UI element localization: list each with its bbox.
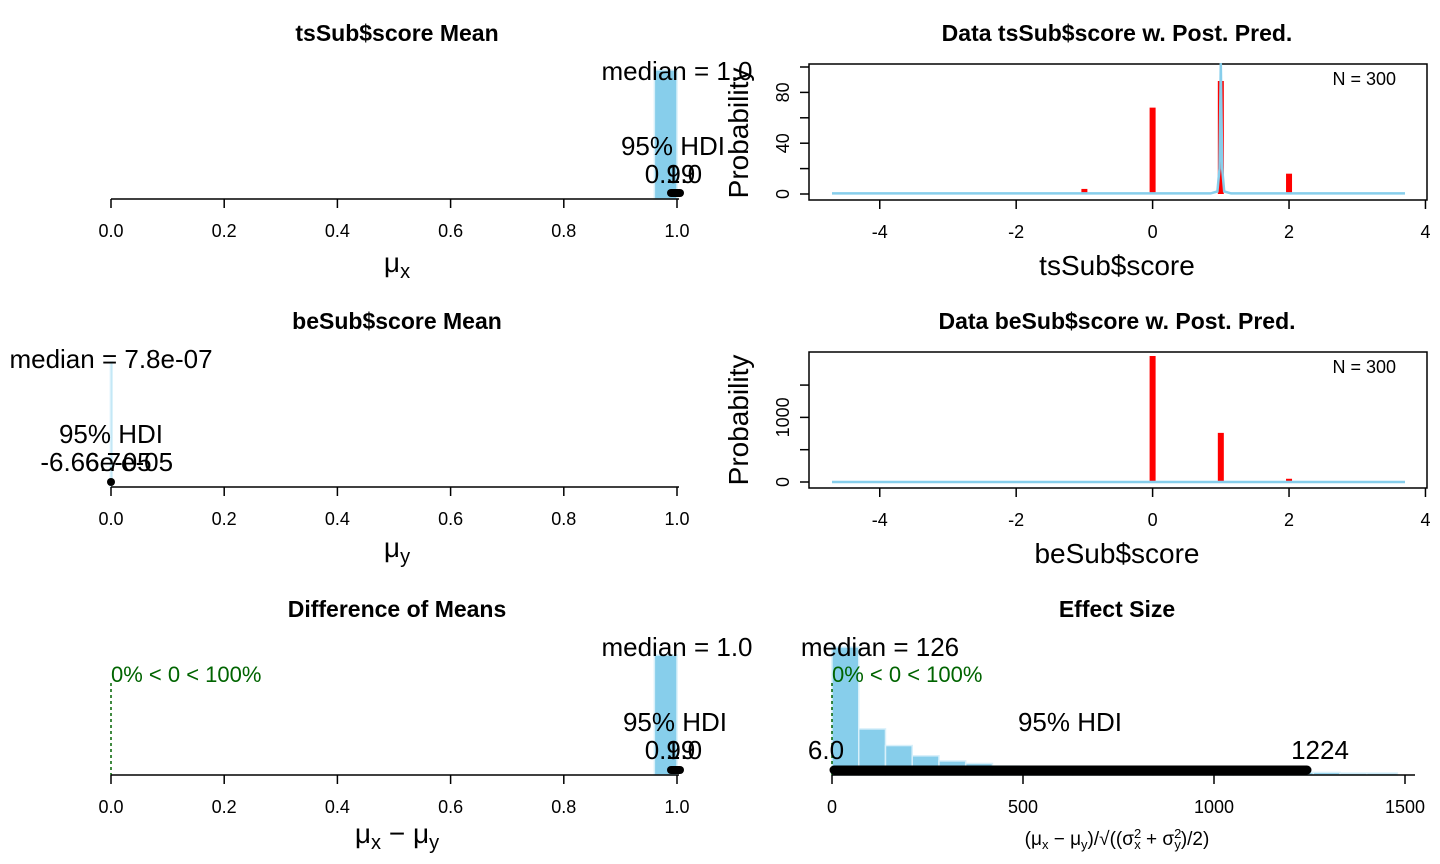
x-tick-label: 0.0 <box>98 797 123 817</box>
hdi-label: 95% HDI <box>59 419 163 449</box>
comparison-label: 0% < 0 < 100% <box>832 662 982 687</box>
x-ticks: 0.0 0.2 0.4 0.6 0.8 1.0 <box>98 487 690 529</box>
x-tick-label: 1500 <box>1385 797 1425 817</box>
hdi-low-label: -6.66e-05 <box>40 447 151 477</box>
sample-size-label: N = 300 <box>1332 357 1396 377</box>
x-tick-label: 0.8 <box>551 221 576 241</box>
plot-box <box>808 63 1428 201</box>
panel-title: beSub$score Mean <box>292 308 502 334</box>
data-bars <box>1081 80 1293 194</box>
x-ticks: 0 500 1000 1500 <box>827 775 1425 817</box>
histogram-bar <box>831 646 860 776</box>
x-tick-label: 0.6 <box>438 221 463 241</box>
x-tick-label: 0.8 <box>551 797 576 817</box>
comparison-label: 0% < 0 < 100% <box>111 662 261 687</box>
y-ticks: 0 40 80 <box>773 66 809 199</box>
hdi-high-label: 1224 <box>1291 735 1349 765</box>
x-tick-label: 0.2 <box>212 797 237 817</box>
x-tick-label: -4 <box>872 222 888 242</box>
y-tick-label: 40 <box>773 133 793 153</box>
panel-title: Data tsSub$score w. Post. Pred. <box>942 20 1293 46</box>
y-axis-label: Probability <box>723 355 754 486</box>
x-tick-label: 0.4 <box>325 797 350 817</box>
data-bars <box>1149 356 1293 482</box>
panel-tssub-data: Data tsSub$score w. Post. Pred. -4 -2 0 2 4 … <box>723 20 1430 281</box>
hdi-high-label: 1.0 <box>666 735 702 765</box>
x-tick-label: 0.6 <box>438 797 463 817</box>
panel-title: Difference of Means <box>288 596 507 622</box>
panel-difference-of-means: Difference of Means 0.0 0.2 0.4 0.6 0.8 1.0 0… <box>98 596 752 854</box>
posterior-predictive-curve <box>832 63 1405 195</box>
x-tick-label: 500 <box>1008 797 1038 817</box>
panel-besub-data: Data beSub$score w. Post. Pred. -4 -2 0 2 4 … <box>723 308 1430 569</box>
x-axis-label: μy <box>384 532 410 568</box>
y-axis-label: Probability <box>723 68 754 199</box>
panel-title: Data beSub$score w. Post. Pred. <box>938 308 1295 334</box>
x-tick-label: 4 <box>1420 510 1430 530</box>
y-ticks: 0 1000 <box>773 384 809 487</box>
hdi-bar <box>107 478 115 486</box>
hdi-label: 95% HDI <box>623 707 727 737</box>
hdi-high-label: 6.7e-05 <box>85 447 173 477</box>
panel-besub-mean: beSub$score Mean 0.0 0.2 0.4 0.6 0.8 1.0 medi… <box>9 308 689 568</box>
x-axis-label: beSub$score <box>1034 538 1199 569</box>
x-ticks: -4 -2 0 2 4 <box>872 488 1430 530</box>
y-tick-label: 0 <box>773 189 793 199</box>
x-tick-label: 0.0 <box>98 221 123 241</box>
x-tick-label: 4 <box>1420 222 1430 242</box>
x-ticks: -4 -2 0 2 4 <box>872 200 1430 242</box>
x-axis-label: μx − μy <box>355 818 439 854</box>
x-tick-label: 2 <box>1284 510 1294 530</box>
x-axis-label: μx <box>384 247 410 283</box>
x-tick-label: -2 <box>1008 222 1024 242</box>
hdi-low-label: 0.99 <box>645 735 696 765</box>
x-tick-label: 0.4 <box>325 509 350 529</box>
hdi-label: 95% HDI <box>621 131 725 161</box>
median-label: median = 126 <box>801 632 959 662</box>
posterior-predictive-line <box>832 63 1405 195</box>
hdi-low-label: 6.0 <box>808 735 844 765</box>
x-tick-label: 0 <box>1148 222 1158 242</box>
hdi-label: 95% HDI <box>1018 707 1122 737</box>
x-tick-label: 1.0 <box>664 797 689 817</box>
hdi-high-label: 1.0 <box>666 159 702 189</box>
y-tick-label: 80 <box>773 82 793 102</box>
panel-title: Effect Size <box>1059 596 1175 622</box>
x-axis-label: (μx − μy)/√((σ2 x + σ2 y)/2) <box>1025 826 1210 852</box>
x-tick-label: 1.0 <box>664 221 689 241</box>
x-tick-label: 0.6 <box>438 509 463 529</box>
x-tick-label: 1.0 <box>664 509 689 529</box>
sample-size-label: N = 300 <box>1332 69 1396 89</box>
median-label: median = 1.0 <box>601 632 752 662</box>
x-tick-label: 0.4 <box>325 221 350 241</box>
x-ticks: 0.0 0.2 0.4 0.6 0.8 1.0 <box>98 199 690 241</box>
x-ticks: 0.0 0.2 0.4 0.6 0.8 1.0 <box>98 775 690 817</box>
hdi-low-label: 0.99 <box>645 159 696 189</box>
x-tick-label: -2 <box>1008 510 1024 530</box>
x-axis-label: tsSub$score <box>1039 250 1195 281</box>
x-tick-label: 0.0 <box>98 509 123 529</box>
x-tick-label: 0.2 <box>212 221 237 241</box>
panel-tssub-mean: tsSub$score Mean 0.0 0.2 0.4 0.6 0.8 1.0 medi… <box>98 20 752 283</box>
y-tick-label: 0 <box>773 477 793 487</box>
x-tick-label: 1000 <box>1194 797 1234 817</box>
panel-effect-size: Effect Size 0 500 1000 1500 median = 126 0%… <box>801 596 1425 852</box>
y-tick-label: 1000 <box>773 397 793 437</box>
x-tick-label: 0 <box>827 797 837 817</box>
plot-box <box>808 351 1428 489</box>
median-label: median = 1.0 <box>601 56 752 86</box>
median-label: median = 7.8e-07 <box>9 344 212 374</box>
x-tick-label: 2 <box>1284 222 1294 242</box>
panel-title: tsSub$score Mean <box>295 20 498 46</box>
x-tick-label: 0 <box>1148 510 1158 530</box>
x-tick-label: 0.2 <box>212 509 237 529</box>
x-tick-label: 0.8 <box>551 509 576 529</box>
x-tick-label: -4 <box>872 510 888 530</box>
